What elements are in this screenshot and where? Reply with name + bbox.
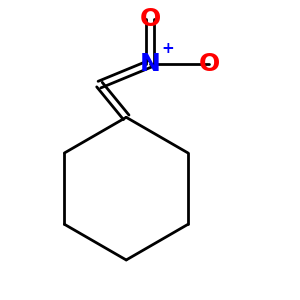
Text: +: + [161,41,174,56]
Text: O: O [140,7,160,31]
Text: O: O [199,52,220,76]
Text: N: N [140,52,160,76]
